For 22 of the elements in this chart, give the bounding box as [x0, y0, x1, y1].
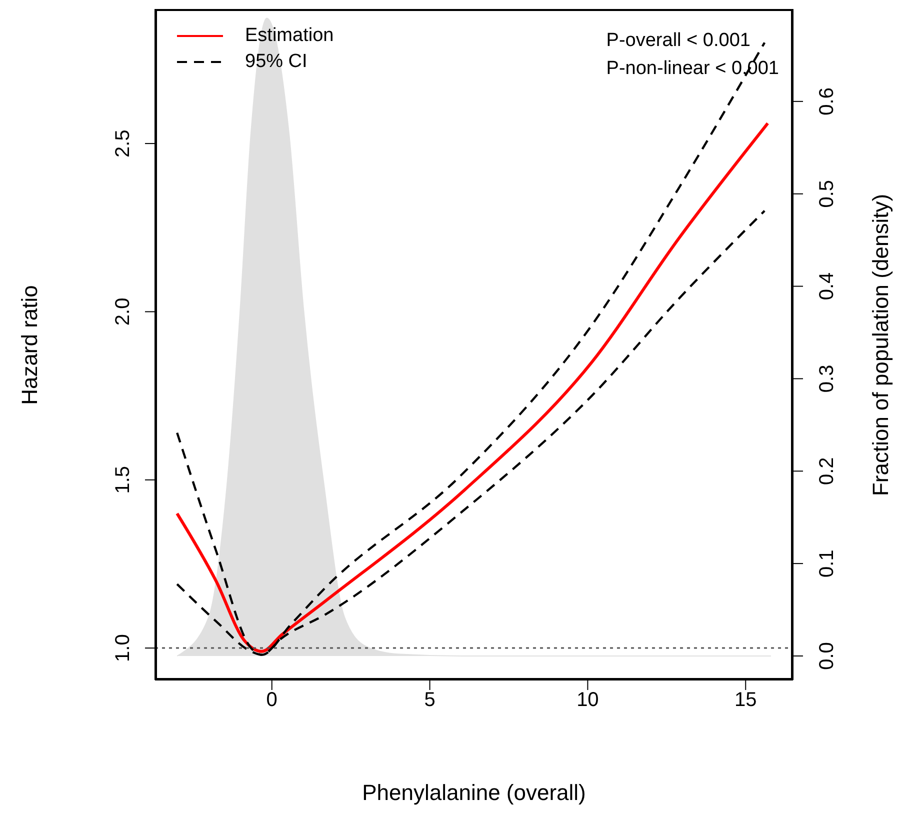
annotation: P-non-linear < 0.001 — [606, 57, 779, 81]
x-tick-label: 0 — [266, 689, 278, 712]
x-axis-title: Phenylalanine (overall) — [361, 780, 587, 806]
x-tick-label: 10 — [576, 689, 599, 712]
y2-tick-label: 0.1 — [816, 550, 838, 578]
y-tick-label: 2.5 — [112, 130, 134, 158]
x-tick-label: 5 — [424, 689, 436, 712]
y2-tick-label: 0.4 — [816, 272, 838, 300]
y2-axis-title: Fraction of population (density) — [868, 193, 894, 496]
annotation: P-overall < 0.001 — [606, 29, 752, 53]
y2-tick-label: 0.0 — [816, 642, 838, 670]
y2-tick-label: 0.2 — [816, 457, 838, 486]
y-tick-label: 1.5 — [112, 466, 134, 494]
y2-tick-label: 0.6 — [816, 88, 838, 116]
y-axis-title: Hazard ratio — [17, 284, 43, 404]
y2-tick-label: 0.5 — [816, 180, 838, 208]
y2-tick-label: 0.3 — [816, 364, 838, 393]
legend-label: Estimation — [245, 24, 334, 48]
y-tick-label: 2.0 — [112, 298, 134, 326]
y-tick-label: 1.0 — [112, 634, 134, 662]
legend-label: 95% CI — [245, 50, 308, 74]
x-tick-label: 15 — [734, 689, 757, 712]
